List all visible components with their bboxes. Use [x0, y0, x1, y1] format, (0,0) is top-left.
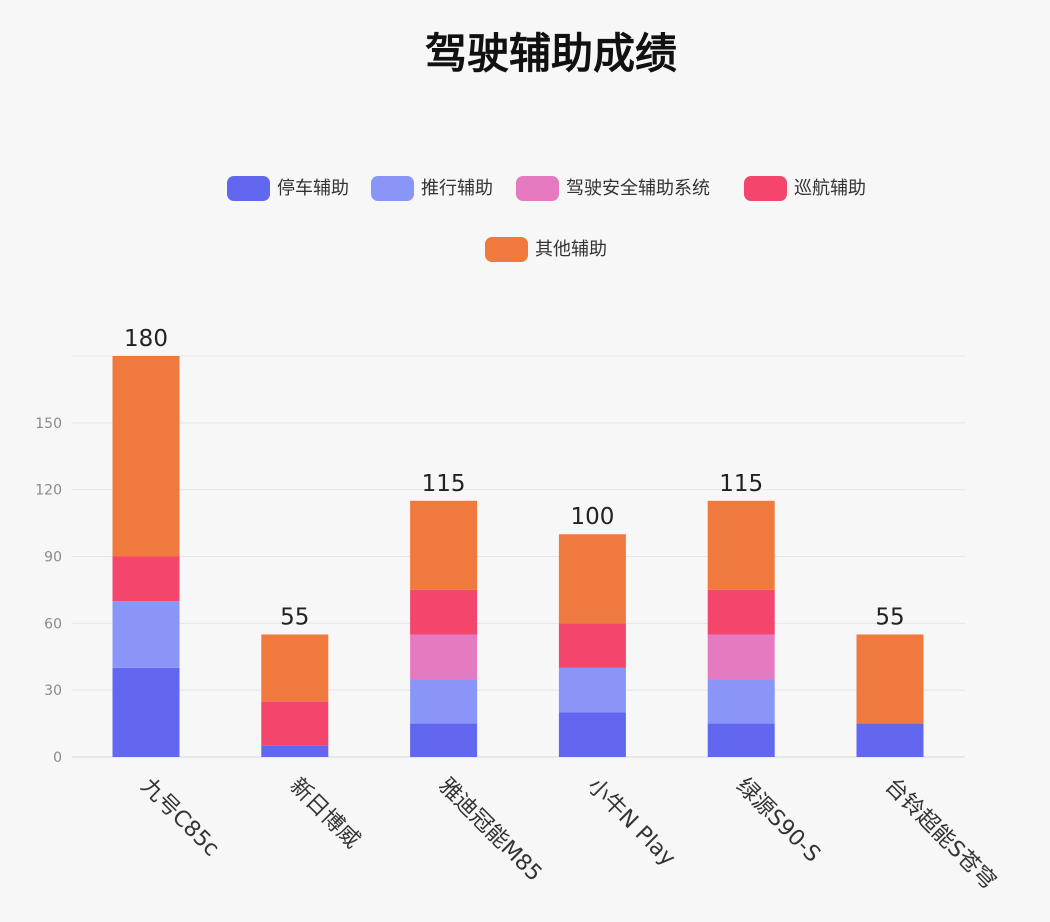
data-label: 55: [280, 604, 309, 630]
legend-label: 推行辅助: [421, 178, 493, 199]
bars: [112, 356, 924, 757]
legend-label: 驾驶安全辅助系统: [566, 178, 710, 199]
y-tick-label: 30: [44, 683, 62, 699]
legend-label: 其他辅助: [535, 239, 607, 260]
bar-segment[interactable]: [112, 556, 180, 602]
bar-segment[interactable]: [558, 712, 626, 757]
bar-segment[interactable]: [856, 723, 924, 757]
bar-segment[interactable]: [707, 634, 775, 680]
chart-title: 驾驶辅助成绩: [425, 29, 677, 78]
y-tick-label: 60: [44, 616, 62, 632]
y-tick-label: 150: [35, 416, 62, 432]
legend-item[interactable]: 停车辅助: [227, 176, 349, 201]
data-label: 100: [570, 504, 614, 530]
bar-segment[interactable]: [112, 601, 180, 668]
legend-swatch: [227, 176, 270, 201]
grid: [72, 355, 965, 758]
x-tick-label: 小牛N Play: [582, 774, 680, 872]
bar-segment[interactable]: [707, 723, 775, 757]
bar-segment[interactable]: [410, 679, 478, 724]
bar-segment[interactable]: [112, 667, 180, 757]
bar-segment[interactable]: [410, 589, 478, 635]
legend-label: 巡航辅助: [794, 178, 866, 199]
legend-swatch: [371, 176, 414, 201]
bar-segment[interactable]: [707, 679, 775, 724]
bar-segment[interactable]: [856, 634, 924, 724]
bar-segment[interactable]: [410, 723, 478, 757]
legend-label: 停车辅助: [277, 178, 349, 199]
bar-segment[interactable]: [410, 634, 478, 680]
bar-segment[interactable]: [558, 534, 626, 624]
y-tick-label: 120: [35, 483, 62, 499]
legend-item[interactable]: 驾驶安全辅助系统: [516, 176, 710, 201]
bar-segment[interactable]: [558, 623, 626, 668]
x-tick-label: 台铃超能S苍穹: [880, 774, 1001, 895]
legend-item[interactable]: 推行辅助: [371, 176, 493, 201]
y-tick-label: 0: [53, 750, 62, 766]
total-labels: 180 55 115 100 115 55: [124, 326, 905, 630]
legend-swatch: [516, 176, 559, 201]
legend-item[interactable]: 其他辅助: [485, 237, 607, 262]
data-label: 115: [422, 471, 466, 497]
data-label: 115: [719, 471, 763, 497]
bar-segment[interactable]: [261, 745, 329, 757]
bar-segment[interactable]: [261, 634, 329, 702]
x-axis: 九号C85c 新日博威 雅迪冠能M85 小牛N Play 绿源S90-S 台铃超能S苍穹: [136, 774, 1001, 895]
x-tick-label: 新日博威: [285, 774, 365, 854]
y-axis: 0 30 60 90 120 150: [35, 416, 62, 766]
legend-item[interactable]: 巡航辅助: [744, 176, 866, 201]
legend-swatch: [744, 176, 787, 201]
x-tick-label: 九号C85c: [136, 774, 224, 862]
bar-segment[interactable]: [410, 500, 478, 590]
data-label: 55: [875, 604, 904, 630]
bar-segment[interactable]: [558, 667, 626, 713]
bar-segment[interactable]: [112, 356, 180, 557]
y-tick-label: 90: [44, 550, 62, 566]
bar-segment[interactable]: [707, 589, 775, 635]
bar-segment[interactable]: [261, 701, 329, 746]
legend-swatch: [485, 237, 528, 262]
data-label: 180: [124, 326, 168, 352]
x-tick-label: 绿源S90-S: [731, 774, 825, 868]
x-tick-label: 雅迪冠能M85: [433, 774, 546, 887]
bar-segment[interactable]: [707, 500, 775, 590]
